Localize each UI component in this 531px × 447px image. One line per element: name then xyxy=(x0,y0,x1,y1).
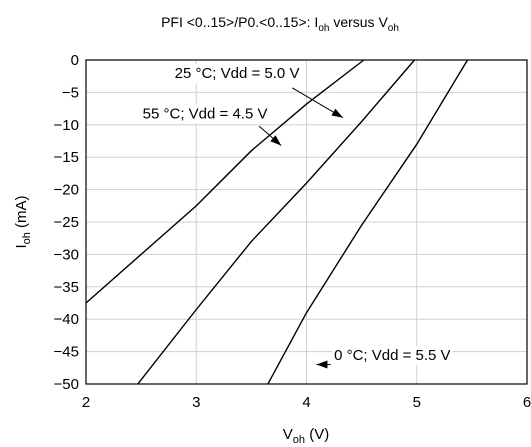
x-tick-label: 6 xyxy=(523,394,531,411)
plot-frame xyxy=(85,59,528,385)
chart-title-main: PFI <0..15>/P0.<0..15>: I xyxy=(161,14,318,30)
annotation-label-bg xyxy=(172,64,302,84)
y-axis-label: Ioh (mA) xyxy=(13,195,33,248)
x-axis-label: Voh (V) xyxy=(283,426,329,446)
y-tick-label: −25 xyxy=(54,214,79,231)
annotation-label: 25 °C; Vdd = 5.0 V xyxy=(175,65,300,82)
annotation-arrow-head xyxy=(270,135,282,146)
y-tick-label: −5 xyxy=(62,84,79,101)
x-tick-label: 2 xyxy=(82,394,90,411)
chart-title: PFI <0..15>/P0.<0..15>: Ioh versus Voh xyxy=(161,14,399,34)
y-tick-label: −20 xyxy=(54,182,79,199)
x-axis-label-sub: oh xyxy=(293,434,305,446)
grid xyxy=(86,60,527,384)
y-tick-label: −10 xyxy=(54,117,79,134)
chart-title-sub1: oh xyxy=(318,23,329,34)
x-tick-labels: 2 3 4 5 6 xyxy=(82,394,531,411)
x-tick-label: 5 xyxy=(413,394,421,411)
y-tick-label: −30 xyxy=(54,246,79,263)
y-tick-label: −50 xyxy=(54,376,79,393)
y-tick-label: 0 xyxy=(71,52,79,69)
annotation-arrow-head xyxy=(316,360,328,369)
y-axis-label-unit: (mA) xyxy=(13,195,30,232)
annotations: 25 °C; Vdd = 5.0 V 55 °C; Vdd = 4.5 V 0 °C… xyxy=(140,64,453,369)
y-tick-label: −15 xyxy=(54,149,79,166)
annotation-label: 55 °C; Vdd = 4.5 V xyxy=(143,105,268,122)
chart-title-mid: versus V xyxy=(329,14,388,30)
annotation-arrow-head xyxy=(331,108,343,118)
series-line-2 xyxy=(267,59,469,385)
y-axis-label-sub: oh xyxy=(21,232,33,244)
y-tick-label: −45 xyxy=(54,344,79,361)
x-axis-label-unit: (V) xyxy=(305,426,329,443)
series-line-1 xyxy=(137,59,416,385)
y-tick-label: −40 xyxy=(54,311,79,328)
annotation-label-bg xyxy=(140,104,270,124)
x-tick-label: 4 xyxy=(302,394,310,411)
annotation-label-bg xyxy=(332,346,453,366)
series-line-0 xyxy=(85,59,365,304)
x-axis-label-main: V xyxy=(283,426,293,443)
x-tick-label: 3 xyxy=(192,394,200,411)
y-tick-label: −35 xyxy=(54,279,79,296)
y-tick-labels: 0 −5 −10 −15 −20 −25 −30 −35 −40 −45 −50 xyxy=(54,52,79,393)
annotation-label: 0 °C; Vdd = 5.5 V xyxy=(334,347,450,364)
chart-title-sub2: oh xyxy=(388,23,399,34)
series-lines xyxy=(85,59,469,385)
y-axis-label-main: I xyxy=(13,244,30,248)
